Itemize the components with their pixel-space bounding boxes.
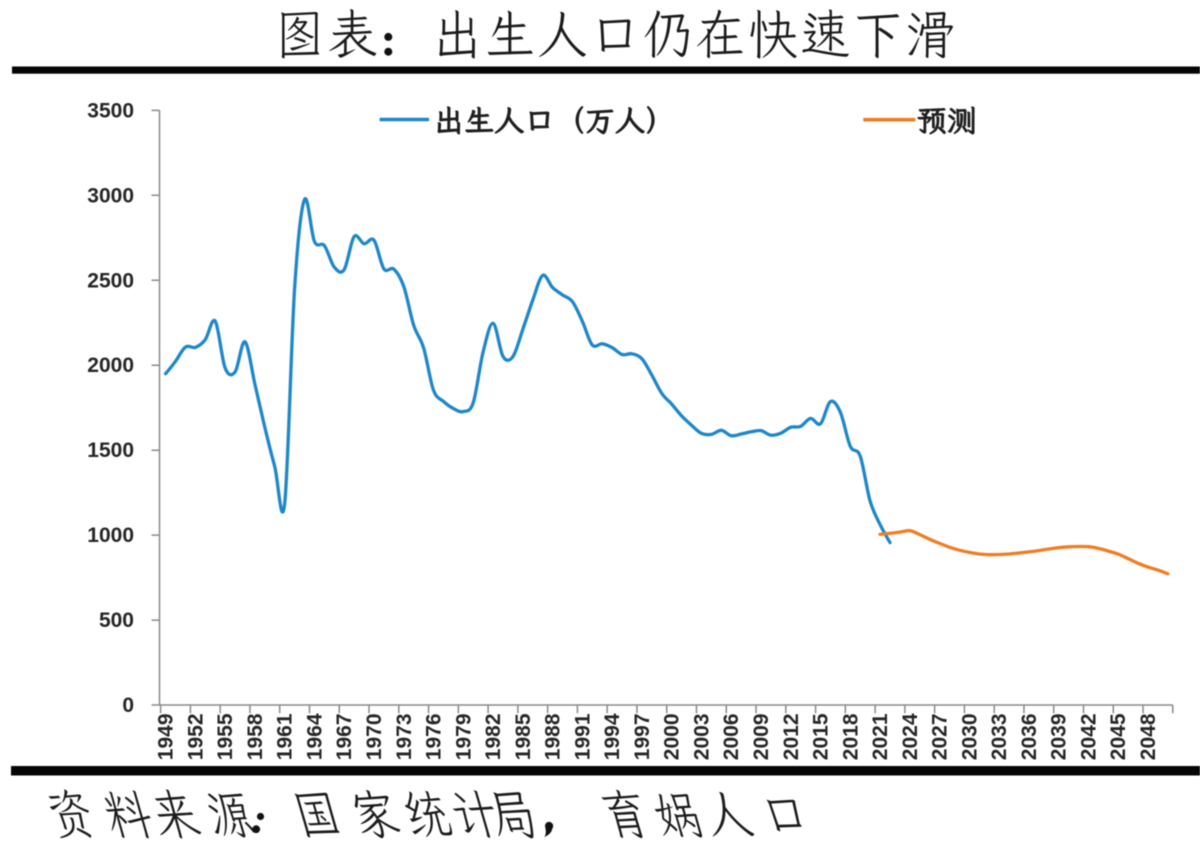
svg-text:1958: 1958 xyxy=(244,713,267,760)
svg-text:1949: 1949 xyxy=(155,714,178,761)
svg-text:1976: 1976 xyxy=(423,714,446,761)
svg-text:2500: 2500 xyxy=(87,269,134,292)
svg-text:1982: 1982 xyxy=(482,714,505,761)
svg-text:1500: 1500 xyxy=(87,439,134,462)
svg-text:1970: 1970 xyxy=(363,714,386,761)
svg-text:2048: 2048 xyxy=(1137,713,1160,760)
svg-text:3500: 3500 xyxy=(87,99,134,122)
svg-text:1988: 1988 xyxy=(542,713,565,760)
svg-text:2039: 2039 xyxy=(1048,714,1071,761)
svg-text:2015: 2015 xyxy=(810,713,833,760)
svg-text:2045: 2045 xyxy=(1107,713,1130,760)
svg-text:2009: 2009 xyxy=(750,714,773,761)
svg-text:1961: 1961 xyxy=(274,713,297,760)
svg-text:2030: 2030 xyxy=(958,714,981,761)
svg-text:2003: 2003 xyxy=(691,714,714,761)
svg-text:2018: 2018 xyxy=(839,713,862,760)
svg-text:1994: 1994 xyxy=(601,713,624,760)
svg-text:1000: 1000 xyxy=(87,524,134,547)
svg-text:1979: 1979 xyxy=(452,714,475,761)
svg-text:1967: 1967 xyxy=(333,714,356,761)
svg-text:2042: 2042 xyxy=(1078,714,1101,761)
svg-text:2000: 2000 xyxy=(661,714,684,761)
svg-text:2036: 2036 xyxy=(1018,714,1041,761)
svg-text:1964: 1964 xyxy=(303,713,326,760)
svg-text:2000: 2000 xyxy=(87,354,134,377)
svg-text:1991: 1991 xyxy=(571,713,594,760)
svg-text:1955: 1955 xyxy=(214,713,237,760)
svg-text:2024: 2024 xyxy=(899,713,922,760)
svg-text:1997: 1997 xyxy=(631,714,654,761)
svg-text:3000: 3000 xyxy=(87,184,134,207)
svg-text:1985: 1985 xyxy=(512,713,535,760)
svg-text:2033: 2033 xyxy=(988,714,1011,761)
svg-text:2021: 2021 xyxy=(869,713,892,760)
svg-text:2012: 2012 xyxy=(780,714,803,761)
svg-text:2027: 2027 xyxy=(929,714,952,761)
svg-text:0: 0 xyxy=(122,694,134,717)
svg-text:1973: 1973 xyxy=(393,714,416,761)
svg-text:1952: 1952 xyxy=(184,714,207,761)
svg-text:500: 500 xyxy=(99,609,134,632)
svg-text:2006: 2006 xyxy=(720,714,743,761)
